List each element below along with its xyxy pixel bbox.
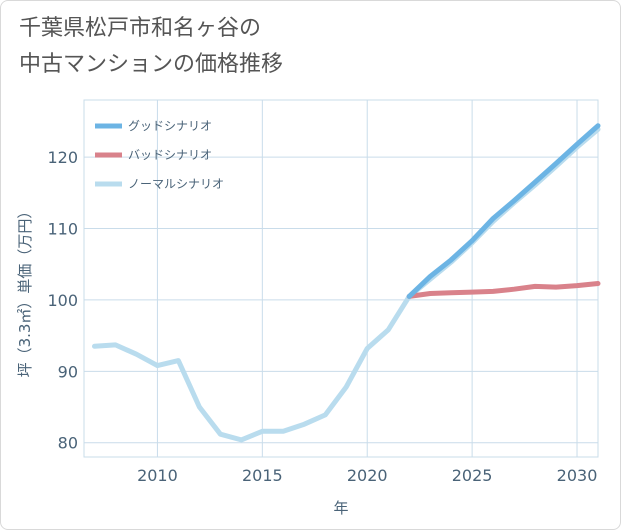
x-axis-label: 年 (333, 499, 348, 517)
x-tick-label: 2010 (137, 466, 178, 485)
x-tick-label: 2025 (452, 466, 493, 485)
x-tick-label: 2030 (557, 466, 598, 485)
legend-label-good: グッドシナリオ (128, 119, 212, 133)
y-axis-label: 坪（3.3㎡）単価（万円） (16, 204, 34, 378)
legend-label-bad: バッドシナリオ (128, 148, 212, 162)
y-tick-label: 120 (47, 148, 78, 167)
series-line-normal (92, 126, 601, 443)
series-line-bad (406, 281, 601, 299)
legend-label-normal: ノーマルシナリオ (128, 177, 224, 191)
y-tick-label: 110 (47, 220, 78, 239)
x-tick-label: 2020 (347, 466, 388, 485)
series-layer (92, 123, 601, 443)
chart-title-line-2: 中古マンションの価格推移 (19, 52, 284, 77)
chart-title-line-1: 千葉県松戸市和名ヶ谷の (19, 16, 262, 41)
plot-frame (83, 99, 599, 458)
series-normal (92, 126, 601, 443)
series-good (406, 123, 601, 299)
y-tick-label: 90 (58, 362, 78, 381)
axis-ticks: 2010 2015 2020 2025 2030 80 90 100 110 120 (47, 148, 597, 485)
chart-title: 千葉県松戸市和名ヶ谷の 中古マンションの価格推移 (19, 11, 439, 83)
grid-lines (84, 100, 598, 457)
series-bad (406, 281, 601, 299)
y-tick-label: 80 (58, 434, 78, 453)
series-line-good (406, 123, 601, 299)
y-tick-label: 100 (47, 291, 78, 310)
x-tick-label: 2015 (242, 466, 283, 485)
